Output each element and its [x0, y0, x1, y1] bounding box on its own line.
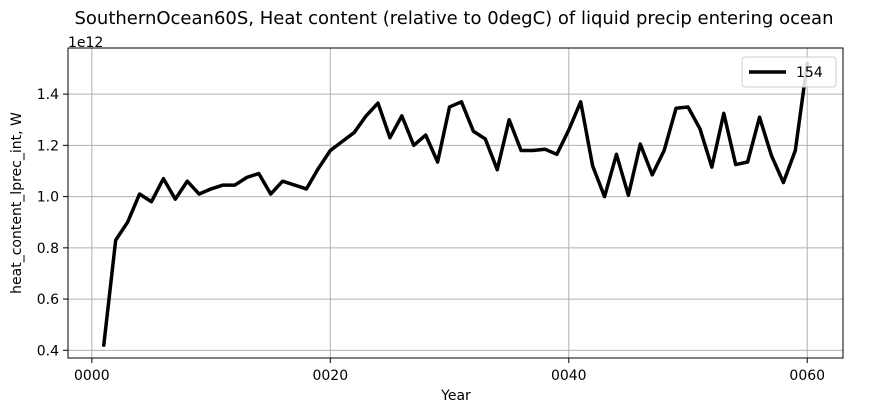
y-offset-label: 1e12: [68, 35, 103, 51]
y-axis: 0.4 0.6 0.8 1.0 1.2 1.4: [37, 87, 68, 359]
chart-title: SouthernOcean60S, Heat content (relative…: [74, 8, 833, 29]
y-tick-label: 0.6: [37, 292, 59, 308]
plot-area-frame: [67, 47, 844, 359]
x-axis-label: Year: [440, 388, 471, 404]
x-tick-label: 0040: [551, 368, 587, 384]
y-tick-label: 0.8: [37, 241, 59, 257]
y-tick-label: 0.4: [37, 343, 59, 359]
x-tick-label: 0020: [312, 368, 348, 384]
x-axis: 0000 0020 0040 0060: [74, 358, 825, 384]
series-line-154: [102, 61, 809, 347]
y-tick-label: 1.0: [37, 190, 59, 206]
x-tick-label: 0060: [789, 368, 825, 384]
y-tick-label: 1.2: [37, 138, 59, 154]
x-tick-label: 0000: [74, 368, 110, 384]
legend-label: 154: [796, 65, 823, 81]
grid: [68, 48, 843, 358]
legend-box: [741, 56, 837, 88]
y-tick-label: 1.4: [37, 87, 59, 103]
legend: 154: [741, 56, 837, 88]
y-axis-label: heat_content_lprec_int, W: [9, 112, 25, 294]
series-layer: [102, 61, 809, 347]
